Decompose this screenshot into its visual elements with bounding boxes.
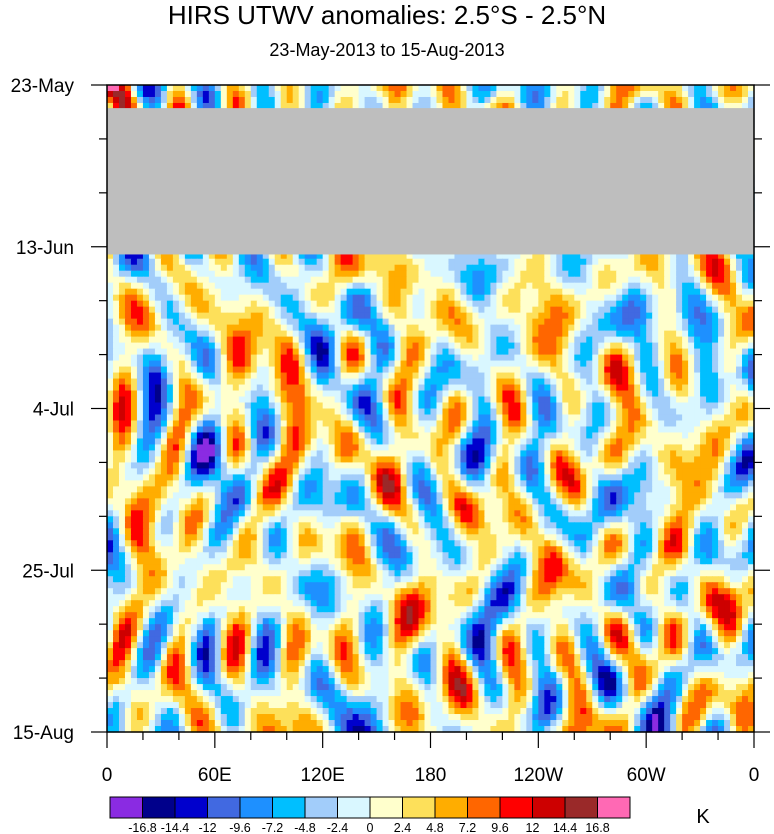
y-tick-label: 15-Aug: [13, 723, 74, 744]
colorbar-swatch: [239, 796, 273, 819]
y-tick-label: 23-May: [11, 76, 75, 97]
missing-data-band: [107, 108, 754, 255]
colorbar-swatch: [304, 796, 338, 819]
colorbar-swatch: [337, 796, 371, 819]
colorbar-label: -16.8: [128, 821, 157, 834]
colorbar-swatch: [564, 796, 598, 819]
x-tick-label: 60W: [627, 765, 666, 786]
x-tick-label: 180: [415, 765, 447, 786]
colorbar-label: 9.6: [491, 821, 508, 834]
colorbar-label: 16.8: [585, 821, 609, 834]
y-tick-label: 4-Jul: [33, 400, 74, 421]
colorbar-swatch: [174, 796, 208, 819]
colorbar-label: 7.2: [459, 821, 476, 834]
x-tick-label: 0: [749, 765, 760, 786]
colorbar-label: 2.4: [394, 821, 411, 834]
colorbar-swatch: [369, 796, 403, 819]
colorbar-swatch: [142, 796, 176, 819]
x-tick-label: 120E: [300, 765, 344, 786]
colorbar-swatch: [434, 796, 468, 819]
colorbar-swatch: [499, 796, 533, 819]
colorbar-label: -7.2: [262, 821, 284, 834]
colorbar-swatch: [207, 796, 241, 819]
colorbar-label: 12: [526, 821, 540, 834]
colorbar-swatch: [402, 796, 436, 819]
colorbar-label: -14.4: [161, 821, 190, 834]
x-tick-label: 0: [102, 765, 113, 786]
colorbar-swatch: [109, 796, 143, 819]
x-tick-label: 120W: [514, 765, 564, 786]
colorbar-label: 14.4: [553, 821, 577, 834]
colorbar-label: -9.6: [229, 821, 251, 834]
chart-subtitle: 23-May-2013 to 15-Aug-2013: [269, 40, 505, 60]
colorbar-label: 4.8: [426, 821, 443, 834]
colorbar-swatch: [272, 796, 306, 819]
y-tick-label: 13-Jun: [16, 238, 74, 259]
colorbar: -16.8 -14.4 -12 -9.6 -7.2 -4.8 -2.4 0 2.4 4.8 7.2 9…: [109, 796, 710, 834]
y-axis: 23-May 13-Jun 4-Jul 25-Jul 15-Aug: [11, 76, 770, 744]
colorbar-swatch: [467, 796, 501, 819]
colorbar-label: 0: [367, 821, 374, 834]
chart-title: HIRS UTWV anomalies: 2.5°S - 2.5°N: [167, 0, 607, 30]
colorbar-unit: K: [696, 806, 710, 828]
colorbar-label: -2.4: [327, 821, 349, 834]
colorbar-swatch: [597, 796, 631, 819]
colorbar-swatch: [532, 796, 566, 819]
x-tick-label: 60E: [198, 765, 232, 786]
x-axis: 0 60E 120E 180 120W 60W 0: [102, 732, 760, 786]
colorbar-label: -4.8: [294, 821, 316, 834]
y-tick-label: 25-Jul: [22, 561, 74, 582]
colorbar-label: -12: [198, 821, 216, 834]
